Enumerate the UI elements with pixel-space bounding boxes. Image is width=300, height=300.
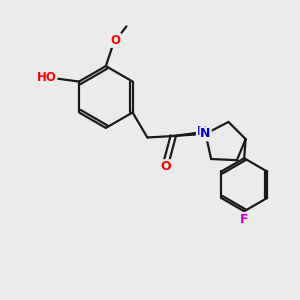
Text: N: N <box>200 127 211 140</box>
Text: O: O <box>161 160 172 173</box>
Text: N: N <box>197 124 207 137</box>
Text: O: O <box>110 34 121 47</box>
Text: HO: HO <box>37 70 57 84</box>
Text: F: F <box>240 213 248 226</box>
